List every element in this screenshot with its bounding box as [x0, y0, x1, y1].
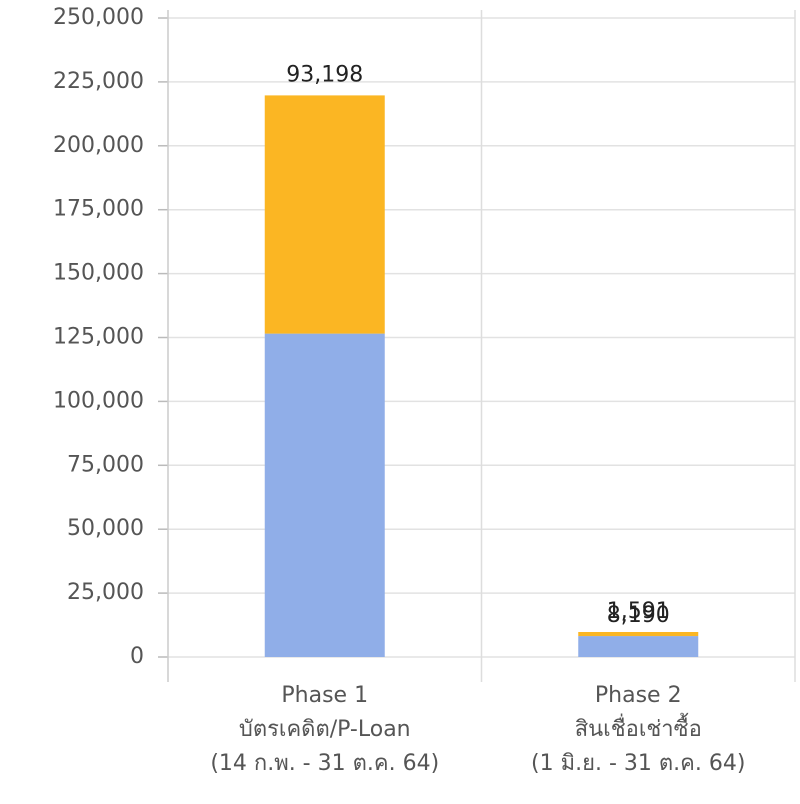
data-label: 1,591 [607, 599, 670, 624]
y-tick-label: 25,000 [67, 580, 144, 605]
x-tick-label: บัตรเคดิต/P-Loan [239, 717, 411, 742]
y-tick-label: 250,000 [53, 5, 144, 30]
data-label: 93,198 [286, 62, 363, 87]
y-tick-label: 225,000 [53, 69, 144, 94]
x-tick-label: Phase 1 [281, 683, 368, 708]
x-tick-label: (14 ก.พ. - 31 ต.ค. 64) [210, 751, 439, 776]
x-tick-label: สินเชื่อเช่าซื้อ [575, 713, 702, 742]
y-tick-label: 175,000 [53, 197, 144, 222]
y-tick-label: 200,000 [53, 133, 144, 158]
x-tick-label: Phase 2 [595, 683, 682, 708]
bar-segment [264, 95, 385, 334]
y-tick-label: 125,000 [53, 325, 144, 350]
y-tick-label: 0 [130, 644, 144, 669]
y-tick-label: 75,000 [67, 452, 144, 477]
y-tick-label: 50,000 [67, 516, 144, 541]
y-tick-label: 100,000 [53, 388, 144, 413]
bar-segment [578, 636, 699, 657]
data-label: 8,190 [607, 603, 670, 628]
x-tick-label: (1 มิ.ย. - 31 ต.ค. 64) [531, 751, 745, 776]
y-tick-label: 150,000 [53, 261, 144, 286]
bar-segment [264, 333, 385, 657]
bar-segment [578, 631, 699, 637]
